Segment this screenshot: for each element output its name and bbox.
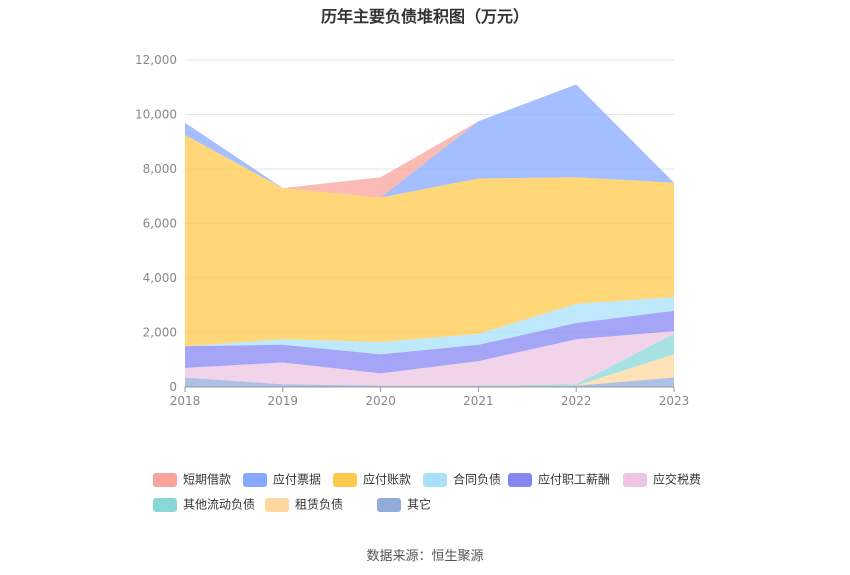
x-tick-label: 2020 xyxy=(365,394,396,408)
chart-title: 历年主要负债堆积图（万元） xyxy=(320,7,529,26)
legend-item[interactable]: 短期借款 xyxy=(153,471,231,487)
legend-item[interactable]: 应付账款 xyxy=(333,471,411,487)
legend-swatch xyxy=(153,497,177,512)
legend-label: 租赁负债 xyxy=(295,497,344,512)
legend-item[interactable]: 应交税费 xyxy=(623,471,701,487)
y-tick-label: 4,000 xyxy=(143,271,177,285)
legend-item[interactable]: 其它 xyxy=(377,496,431,512)
legend-item[interactable]: 合同负债 xyxy=(423,471,501,487)
area-series-应付账款 xyxy=(185,134,674,347)
y-tick-label: 10,000 xyxy=(135,108,177,122)
area-series-应交税费 xyxy=(185,331,674,386)
legend-swatch xyxy=(243,472,267,487)
y-tick-label: 0 xyxy=(169,380,177,394)
legend-swatch xyxy=(423,472,447,487)
x-tick-label: 2019 xyxy=(268,394,299,408)
y-tick-label: 6,000 xyxy=(143,217,177,231)
legend-label: 应付账款 xyxy=(363,472,412,487)
legend-swatch xyxy=(508,472,532,487)
y-tick-label: 12,000 xyxy=(135,53,177,67)
area-series-合同负债 xyxy=(185,297,674,355)
legend-item[interactable]: 应付票据 xyxy=(243,471,321,487)
legend-swatch xyxy=(623,472,647,487)
legend-swatch xyxy=(153,472,177,487)
area-series-group xyxy=(185,84,674,387)
legend-swatch xyxy=(265,497,289,512)
legend-label: 合同负债 xyxy=(453,472,502,487)
legend-label: 其它 xyxy=(407,497,432,512)
legend-label: 应付票据 xyxy=(273,472,322,487)
legend-swatch xyxy=(333,472,357,487)
legend-item[interactable]: 租赁负债 xyxy=(265,496,343,512)
x-tick-label: 2023 xyxy=(659,394,690,408)
legend-swatch xyxy=(377,497,401,512)
source-note: 数据来源：恒生聚源 xyxy=(366,549,484,564)
legend-label: 应交税费 xyxy=(653,472,702,487)
legend-item[interactable]: 应付职工薪酬 xyxy=(508,471,610,487)
area-series-应付票据 xyxy=(185,84,674,198)
y-tick-label: 2,000 xyxy=(143,326,177,340)
x-tick-label: 2018 xyxy=(170,394,201,408)
legend-label: 应付职工薪酬 xyxy=(538,472,611,487)
x-tick-label: 2022 xyxy=(561,394,592,408)
y-tick-label: 8,000 xyxy=(143,162,177,176)
legend-label: 短期借款 xyxy=(183,472,232,487)
area-series-应付职工薪酬 xyxy=(185,310,674,374)
area-series-其它 xyxy=(185,377,674,387)
legend-item[interactable]: 其他流动负债 xyxy=(153,496,255,512)
x-tick-label: 2021 xyxy=(463,394,494,408)
legend-label: 其他流动负债 xyxy=(183,497,256,512)
